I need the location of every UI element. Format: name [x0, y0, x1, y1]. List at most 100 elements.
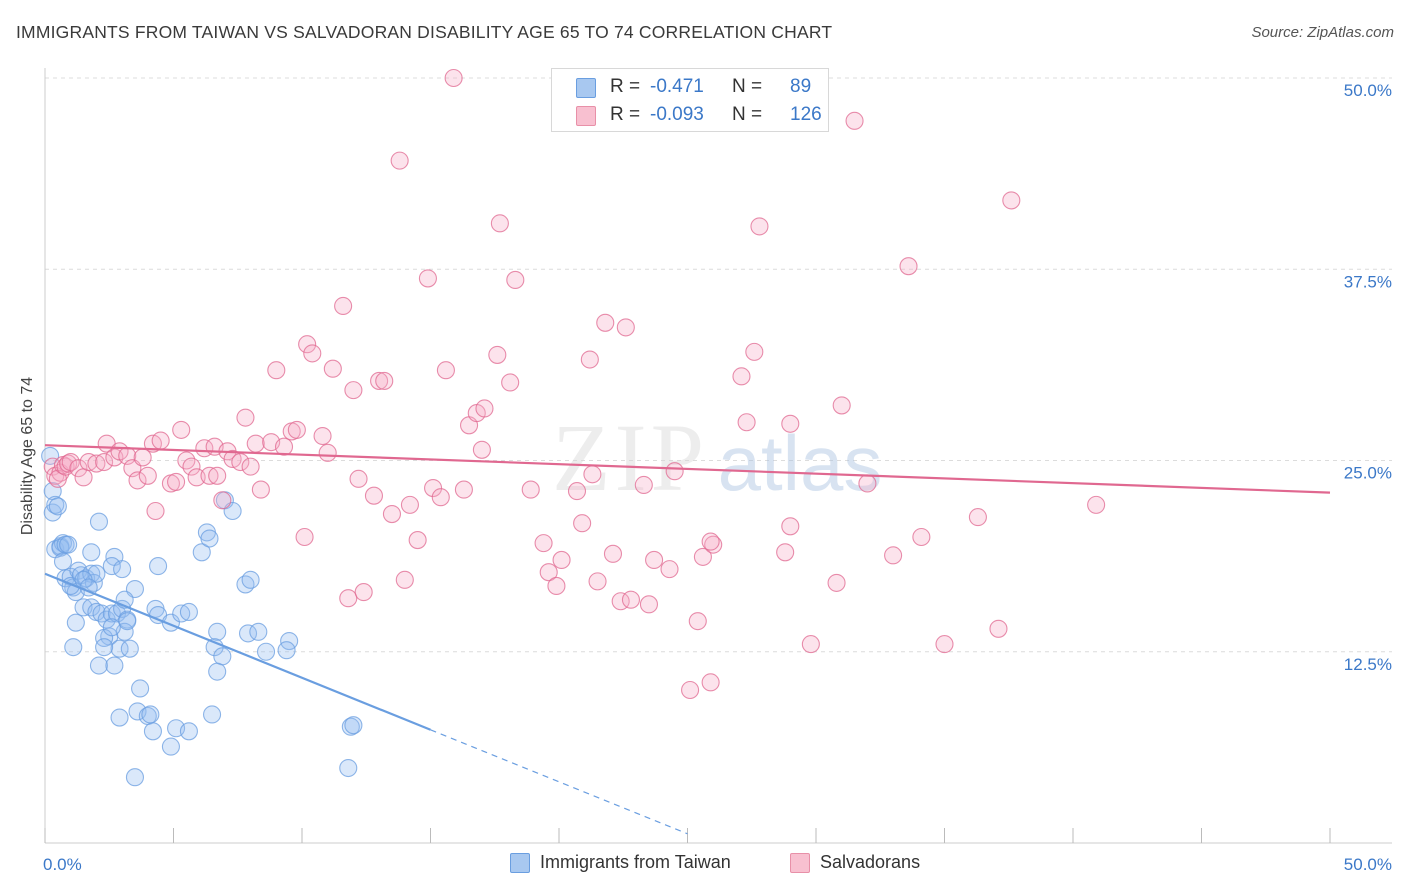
salvadoran-point: [521, 480, 540, 499]
taiwan-point: [102, 604, 121, 623]
salvadoran-point: [621, 590, 641, 609]
taiwan-point: [41, 446, 60, 465]
taiwan-point: [256, 642, 276, 661]
salvadoran-point: [781, 517, 800, 536]
salvadoran-point: [95, 452, 114, 472]
taiwan-point: [89, 512, 109, 531]
salvadoran-point: [681, 680, 700, 700]
salvadoran-point: [313, 426, 332, 446]
taiwan-point: [149, 557, 168, 576]
taiwan-trend-line-extension: [430, 729, 688, 835]
salvadoran-point: [370, 371, 389, 390]
chart-title: IMMIGRANTS FROM TAIWAN VS SALVADORAN DIS…: [16, 22, 833, 42]
bottom-legend-swatch-taiwan: [510, 853, 530, 873]
legend-r-label: R =: [610, 104, 641, 125]
salvadoran-point: [298, 335, 317, 354]
y-tick-label: 25.0%: [1344, 464, 1392, 483]
tick-labels: 12.5% 25.0% 37.5% 50.0% 0.0% 50.0%: [43, 81, 1392, 874]
salvadoran-point: [968, 508, 987, 527]
taiwan-point: [82, 543, 101, 562]
taiwan-point: [113, 560, 132, 579]
bottom-legend-label-salvadorans: Salvadorans: [820, 852, 921, 872]
salvadoran-point: [231, 452, 250, 472]
salvadoran-point: [552, 550, 571, 570]
gridlines: [45, 77, 1392, 653]
taiwan-point: [241, 570, 260, 589]
salvadoran-point: [444, 68, 463, 88]
salvadoran-point: [596, 313, 615, 332]
salvadoran-point: [899, 257, 918, 276]
salvadoran-point: [616, 318, 635, 337]
legend-r-label: R =: [610, 76, 641, 97]
legend-row-taiwan: R = -0.471 N = 89: [552, 73, 828, 101]
salvadoran-point: [382, 504, 402, 524]
salvadoran-point: [151, 431, 170, 450]
taiwan-point: [118, 612, 137, 631]
salvadoran-point: [488, 345, 507, 364]
salvadoran-point: [395, 570, 414, 589]
salvadoran-point: [251, 480, 270, 499]
taiwan-point: [48, 497, 67, 516]
salvadoran-point: [295, 527, 314, 547]
salvadoran-point: [737, 413, 756, 432]
taiwan-point: [110, 639, 129, 658]
taiwan-point: [120, 639, 139, 658]
salvadoran-point: [732, 367, 751, 386]
taiwan-point: [192, 543, 211, 562]
salvadoran-point: [547, 576, 566, 596]
salvadoran-point: [172, 420, 191, 439]
taiwan-trend-line: [44, 572, 431, 731]
salvadoran-point: [400, 495, 419, 514]
salvadoran-point: [634, 475, 653, 495]
salvadoran-point: [287, 420, 306, 439]
salvadoran-point: [1002, 191, 1021, 210]
y-tick-label: 12.5%: [1344, 655, 1392, 674]
salvadoran-point: [506, 270, 525, 290]
taiwan-point: [143, 722, 162, 741]
watermark: ZIP atlas: [552, 404, 882, 511]
taiwan-point: [53, 552, 73, 571]
salvadoran-point: [912, 527, 931, 547]
taiwan-point: [179, 722, 198, 741]
taiwan-point: [208, 662, 227, 681]
salvadoran-point: [418, 269, 437, 288]
taiwan-point: [102, 557, 121, 576]
salvadoran-point: [182, 457, 201, 476]
legend-r-value: -0.471: [650, 76, 704, 97]
taiwan-point: [110, 708, 129, 727]
salvadoran-point: [845, 111, 864, 130]
taiwan-point: [249, 622, 268, 641]
salvadoran-point: [241, 457, 260, 476]
salvadoran-point: [501, 373, 520, 392]
axes: [44, 68, 1392, 844]
salvadoran-point: [167, 472, 186, 491]
salvadoran-point: [424, 478, 443, 498]
taiwan-point: [141, 705, 160, 724]
salvadoran-point: [660, 560, 679, 579]
salvadoran-point: [567, 482, 587, 501]
salvadoran-point: [354, 583, 373, 602]
salvadoran-point: [534, 534, 553, 553]
y-tick-label: 50.0%: [1344, 81, 1392, 100]
taiwan-point: [102, 618, 121, 637]
salvadoran-point: [408, 531, 427, 550]
salvadoran-point: [236, 408, 255, 427]
salvadoran-point: [776, 543, 795, 562]
trend-lines: [44, 444, 1331, 835]
taiwan-point: [66, 613, 85, 632]
salvadoran-point: [303, 344, 322, 363]
salvadoran-point: [267, 361, 286, 380]
taiwan-point: [59, 535, 78, 554]
legend-n-value: 89: [790, 76, 812, 97]
x-tick-label: 50.0%: [1344, 855, 1392, 874]
taiwan-point: [277, 641, 296, 660]
salvadoran-point: [573, 514, 592, 533]
salvadoran-point: [472, 440, 491, 459]
stats-legend: R = -0.471 N = 89 R = -0.093 N = 126: [551, 68, 829, 132]
salvadoran-point: [827, 573, 846, 592]
taiwan-point: [213, 647, 232, 666]
legend-swatch-taiwan: [576, 78, 596, 98]
bottom-legend-label-taiwan: Immigrants from Taiwan: [540, 852, 731, 872]
salvadoran-point: [490, 214, 509, 233]
